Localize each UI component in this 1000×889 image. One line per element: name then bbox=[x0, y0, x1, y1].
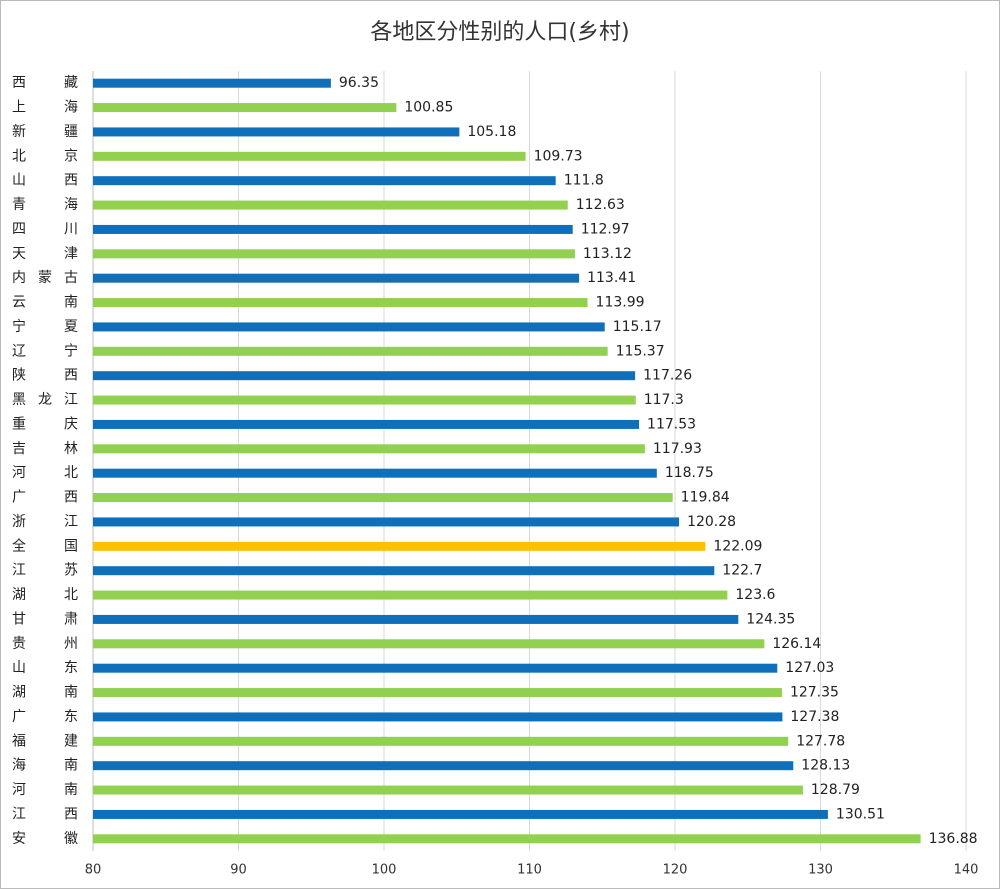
value-label: 127.03 bbox=[785, 660, 834, 676]
bar bbox=[93, 809, 828, 819]
chart-title: 各地区分性别的人口(乡村) bbox=[370, 20, 629, 45]
bar bbox=[93, 78, 331, 88]
bar bbox=[93, 322, 605, 332]
x-tick-label: 90 bbox=[230, 863, 247, 878]
bar bbox=[93, 761, 794, 771]
value-label: 112.97 bbox=[581, 221, 630, 237]
value-label: 117.53 bbox=[647, 416, 696, 432]
value-label: 115.17 bbox=[613, 319, 662, 335]
bar bbox=[93, 176, 556, 186]
bar bbox=[93, 517, 680, 527]
x-tick-label: 100 bbox=[372, 863, 397, 878]
y-tick-label: 内蒙古 bbox=[12, 270, 78, 286]
x-tick-label: 120 bbox=[663, 863, 688, 878]
bar bbox=[93, 298, 588, 308]
value-label: 112.63 bbox=[576, 197, 625, 213]
value-label: 111.8 bbox=[564, 173, 604, 189]
value-label: 117.26 bbox=[643, 368, 692, 384]
y-tick-label: 黑龙江 bbox=[12, 392, 78, 408]
bar bbox=[93, 224, 573, 234]
bar bbox=[93, 614, 739, 624]
value-label: 113.12 bbox=[583, 246, 632, 262]
value-label: 118.75 bbox=[665, 465, 714, 481]
bar bbox=[93, 371, 636, 381]
bar bbox=[93, 346, 608, 356]
bar bbox=[93, 419, 640, 429]
value-label: 113.99 bbox=[596, 295, 645, 311]
value-label: 119.84 bbox=[681, 490, 730, 506]
bar bbox=[93, 688, 782, 698]
x-tick-label: 80 bbox=[85, 863, 102, 878]
bar bbox=[93, 712, 783, 722]
x-tick-label: 140 bbox=[954, 863, 979, 878]
x-tick-label: 110 bbox=[517, 863, 542, 878]
value-label: 105.18 bbox=[467, 124, 516, 140]
value-label: 136.88 bbox=[929, 831, 978, 847]
value-label: 100.85 bbox=[404, 100, 453, 116]
value-label: 96.35 bbox=[339, 75, 379, 91]
bar bbox=[93, 785, 803, 795]
bar bbox=[93, 200, 568, 210]
value-label: 124.35 bbox=[746, 611, 795, 627]
bar bbox=[93, 663, 778, 673]
bar bbox=[93, 468, 657, 478]
bar bbox=[93, 736, 789, 746]
value-label: 126.14 bbox=[772, 636, 821, 652]
value-label: 122.09 bbox=[713, 538, 762, 554]
value-label: 120.28 bbox=[687, 514, 736, 530]
value-label: 109.73 bbox=[534, 148, 583, 164]
value-label: 113.41 bbox=[587, 270, 636, 286]
bar bbox=[93, 444, 645, 454]
value-label: 128.79 bbox=[811, 782, 860, 798]
value-label: 128.13 bbox=[801, 758, 850, 774]
value-label: 122.7 bbox=[722, 563, 762, 579]
x-tick-label: 130 bbox=[808, 863, 833, 878]
bar bbox=[93, 151, 526, 161]
value-label: 115.37 bbox=[616, 343, 665, 359]
value-label: 130.51 bbox=[836, 806, 885, 822]
value-label: 127.78 bbox=[796, 733, 845, 749]
bar bbox=[93, 493, 673, 503]
value-label: 117.93 bbox=[653, 441, 702, 457]
bar bbox=[93, 249, 575, 259]
bar bbox=[93, 273, 580, 283]
bar bbox=[93, 590, 728, 600]
bar bbox=[93, 127, 460, 137]
bar bbox=[93, 541, 706, 551]
value-label: 127.35 bbox=[790, 685, 839, 701]
bar bbox=[93, 834, 921, 844]
value-label: 117.3 bbox=[644, 392, 684, 408]
value-label: 127.38 bbox=[790, 709, 839, 725]
bar bbox=[93, 639, 765, 649]
value-label: 123.6 bbox=[735, 587, 775, 603]
bar bbox=[93, 566, 715, 576]
bar bbox=[93, 103, 397, 113]
bar bbox=[93, 395, 636, 405]
